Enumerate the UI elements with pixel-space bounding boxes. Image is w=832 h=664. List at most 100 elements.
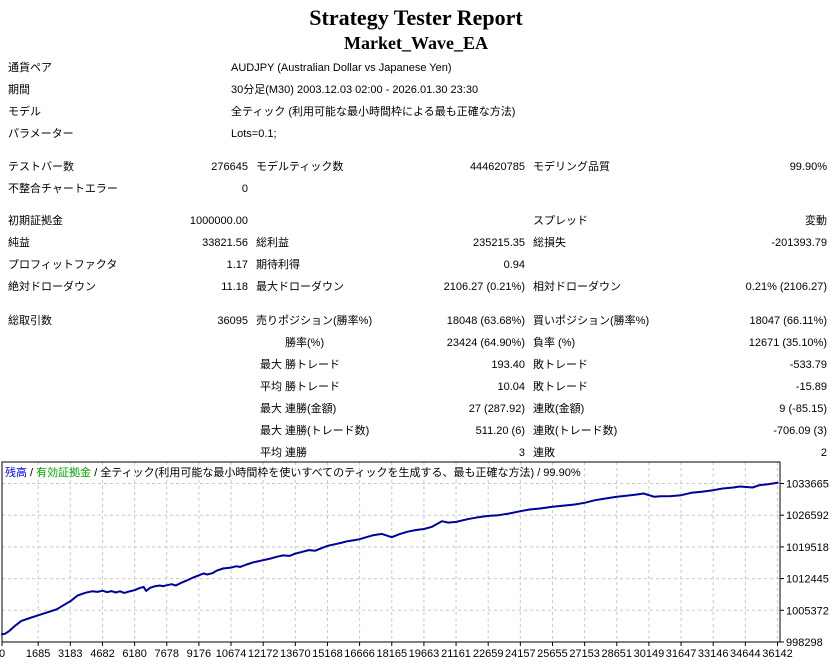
model-row: モデル 全ティック (利用可能な最小時間枠による最も正確な方法) [0,105,832,121]
model-label: モデル [8,106,41,118]
rel-dd-label: 相対ドローダウン [533,281,621,293]
legend-separator: / [27,467,37,479]
balance-chart: 1033665 1026592 1019518 1012445 1005372 99829… [0,455,832,664]
x-axis-label: 24157 [505,648,536,660]
x-axis-label: 6180 [122,648,146,660]
win-rate-row: 勝率(%) 23424 (64.90%) 負率 (%) 12671 (35.10… [0,336,832,352]
balance-legend-label: 残高 [5,467,27,479]
largest-prefix: 最大 [260,403,282,415]
ticks-value: 444620785 [469,161,525,173]
avg-cons-losses-label: 連敗 [533,447,555,459]
long-pos-label: 買いポジション(勝率%) [533,315,650,327]
period-label: 期間 [8,84,30,96]
period-row: 期間 30分足(M30) 2003.12.03 02:00 - 2026.01.… [0,83,832,99]
max-cons-profit-label: 連勝(トレード数) [285,425,370,437]
y-axis-label: 1019518 [786,542,829,554]
balance-chart-canvas: 1033665 1026592 1019518 1012445 1005372 99829… [0,461,829,660]
spread-value: 変動 [805,215,827,227]
deposit-value: 1000000.00 [189,215,248,227]
profit-factor-label: プロフィットファクタ [8,259,118,271]
mismatched-row: 不整合チャートエラー 0 [0,182,832,198]
gross-loss-label: 総損失 [533,237,566,249]
plot-border [1,461,781,643]
x-axis-label: 25655 [537,648,568,660]
parameters-value: Lots=0.1; [231,128,277,140]
average-prefix: 平均 [260,381,282,393]
long-pos-value: 18047 (66.11%) [749,315,827,327]
mismatched-label: 不整合チャートエラー [8,183,118,195]
y-axis-label: 998298 [786,637,823,649]
x-axis-label: 22659 [473,648,504,660]
bars-value: 276645 [211,161,248,173]
period-value: 30分足(M30) 2003.12.03 02:00 - 2026.01.30 … [231,84,479,96]
symbol-value: AUDJPY (Australian Dollar vs Japanese Ye… [231,62,452,74]
mismatched-value: 0 [241,183,248,195]
y-axis-label: 1033665 [786,479,829,491]
avg-loss-value: -15.89 [795,381,827,393]
avg-cons-wins-label: 連勝 [285,447,307,459]
avg-cons-losses-value: 2 [820,447,827,459]
bars-label: テストバー数 [8,161,74,173]
largest-profit-label: 勝トレード [285,359,340,371]
parameters-row: パラメーター Lots=0.1; [0,127,832,143]
x-axis-label: 16666 [344,648,375,660]
balance-line [1,481,779,636]
max-cons-wins-value: 27 (287.92) [468,403,525,415]
ticks-label: モデルティック数 [256,161,344,173]
bars-row: テストバー数 276645 モデルティック数 444620785 モデリング品質… [0,160,832,176]
x-axis-label: 4682 [90,648,114,660]
max-cons-loss-label: 連敗(トレード数) [533,425,618,437]
largest-loss-label: 敗トレード [533,359,588,371]
total-trades-value: 36095 [217,315,248,327]
x-axis-label: 3183 [58,648,82,660]
deposit-row: 初期証拠金 1000000.00 スプレッド 変動 [0,214,832,230]
profit-trades-label: 勝率(%) [285,337,325,349]
total-trades-label: 総取引数 [8,315,52,327]
legend-model-text: / 全ティック(利用可能な最小時間枠を使いすべてのティックを生成する、最も正確な… [91,467,581,479]
x-axis-label: 33146 [698,648,729,660]
y-axis-label: 1026592 [786,510,829,522]
parameters-label: パラメーター [8,128,74,140]
loss-trades-value: 12671 (35.10%) [748,337,827,349]
x-axis-label: 18165 [376,648,407,660]
abs-dd-value: 11.18 [221,281,248,293]
expected-payoff-value: 0.94 [503,259,525,271]
x-axis-label: 21161 [441,648,471,660]
spread-label: スプレッド [533,215,588,227]
x-axis-label: 31647 [666,648,697,660]
largest-trade-row: 最大 勝トレード 193.40 敗トレード -533.79 [0,358,832,374]
report-title: Strategy Tester Report [309,5,523,30]
x-axis-label: 1685 [26,648,50,660]
deposit-label: 初期証拠金 [8,215,63,227]
symbol-row: 通貨ペア AUDJPY (Australian Dollar vs Japane… [0,61,832,77]
gross-profit-label: 総利益 [256,237,289,249]
avg-profit-value: 10.04 [497,381,525,393]
drawdown-row: 絶対ドローダウン 11.18 最大ドローダウン 2106.27 (0.21%) … [0,280,832,296]
gross-loss-value: -201393.79 [771,237,827,249]
max-cons-profit-value: 511.20 (6) [475,425,525,437]
quality-value: 99.90% [789,161,827,173]
max-cons-wins-label: 連勝(金額) [285,403,337,415]
avg-profit-label: 勝トレード [285,381,340,393]
x-axis-label: 12172 [248,648,279,660]
largest-loss-value: -533.79 [789,359,827,371]
total-trades-row: 総取引数 36095 売りポジション(勝率%) 18048 (63.68%) 買… [0,314,832,330]
x-axis-label: 7678 [155,648,179,660]
largest-prefix: 最大 [260,359,282,371]
ea-name: Market_Wave_EA [344,33,488,53]
symbol-label: 通貨ペア [8,62,52,74]
net-profit-row: 純益 33821.56 総利益 235215.35 総損失 -201393.79 [0,236,832,252]
avg-loss-label: 敗トレード [533,381,588,393]
avg-consecutive-row: 平均 連勝 3 連敗 2 [0,446,832,462]
plot-background [2,462,780,642]
max-cons-losses-value: 9 (-85.15) [779,403,827,415]
average-trade-row: 平均 勝トレード 10.04 敗トレード -15.89 [0,380,832,396]
largest-prefix: 最大 [260,425,282,437]
x-axis-label: 15168 [312,648,343,660]
max-consecutive-count-row: 最大 連勝(トレード数) 511.20 (6) 連敗(トレード数) -706.0… [0,424,832,440]
equity-legend-label: 有効証拠金 [36,467,92,479]
net-profit-value: 33821.56 [202,237,248,249]
y-axis-label: 1005372 [786,605,829,617]
x-axis-label: 13670 [280,648,311,660]
